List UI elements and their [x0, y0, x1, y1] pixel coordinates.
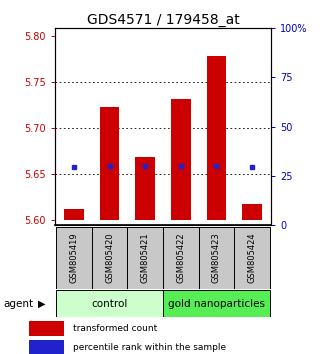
Bar	[92, 227, 127, 289]
Text: GSM805422: GSM805422	[176, 232, 185, 283]
Text: ▶: ▶	[38, 298, 46, 309]
Bar	[29, 321, 64, 336]
Text: gold nanoparticles: gold nanoparticles	[168, 298, 265, 309]
Bar	[242, 204, 261, 220]
Text: GSM805420: GSM805420	[105, 232, 114, 283]
Text: control: control	[91, 298, 128, 309]
Text: GSM805421: GSM805421	[141, 232, 150, 283]
Text: GSM805423: GSM805423	[212, 232, 221, 283]
Bar	[127, 227, 163, 289]
Bar	[199, 227, 234, 289]
Bar	[171, 99, 191, 220]
Bar	[163, 227, 199, 289]
Bar	[56, 290, 163, 317]
Bar	[163, 290, 270, 317]
Bar	[135, 158, 155, 220]
Title: GDS4571 / 179458_at: GDS4571 / 179458_at	[87, 13, 239, 27]
Bar	[29, 339, 64, 354]
Text: agent: agent	[3, 298, 33, 309]
Bar	[56, 227, 92, 289]
Bar	[100, 107, 119, 220]
Text: GSM805424: GSM805424	[247, 232, 257, 283]
Bar	[234, 227, 270, 289]
Text: percentile rank within the sample: percentile rank within the sample	[73, 343, 226, 352]
Bar	[207, 56, 226, 220]
Text: transformed count: transformed count	[73, 324, 157, 333]
Bar	[65, 209, 84, 220]
Text: GSM805419: GSM805419	[70, 232, 79, 283]
